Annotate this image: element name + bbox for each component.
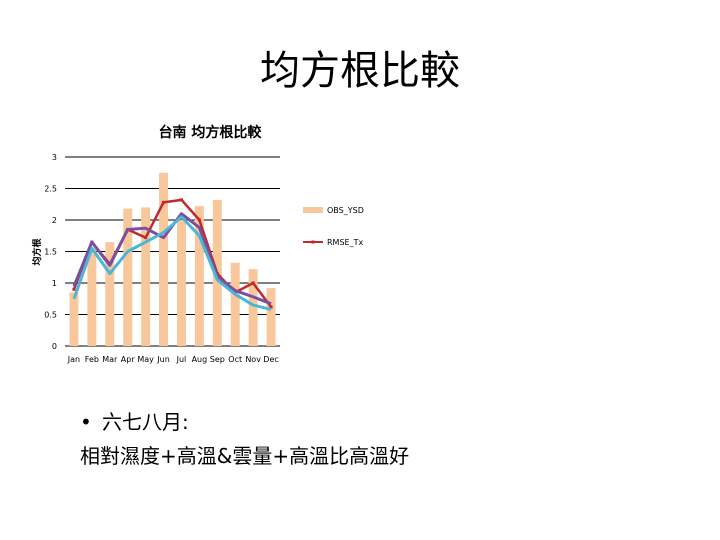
bullet-item: • 六七八月: — [80, 405, 409, 439]
line-point — [197, 218, 201, 222]
bar — [159, 172, 169, 346]
y-tick-label: 1 — [52, 279, 57, 288]
x-tick-label: Jun — [156, 355, 170, 364]
bar — [230, 262, 240, 346]
y-tick-label: 2.5 — [44, 185, 57, 194]
y-axis-label: 均方根 — [31, 238, 43, 266]
bar — [69, 292, 79, 346]
legend: OBS_YSD RMSE_Tx — [303, 206, 364, 247]
line-point — [179, 198, 183, 202]
line-point — [144, 236, 148, 240]
x-tick-label: Mar — [102, 355, 118, 364]
x-tick-label: Jul — [176, 355, 187, 364]
x-tick-label: Apr — [121, 355, 136, 364]
y-tick-labels: 0 0.5 1 1.5 2 2.5 3 — [44, 153, 57, 351]
line-point — [251, 281, 255, 285]
line-point — [72, 287, 76, 291]
x-tick-label: Nov — [245, 355, 261, 364]
x-tick-label: Feb — [85, 355, 99, 364]
bar — [87, 248, 97, 346]
y-tick-label: 0 — [52, 342, 57, 351]
x-tick-label: Aug — [192, 355, 208, 364]
bullet-text-1: 六七八月: — [102, 410, 189, 434]
x-tick-label: May — [137, 355, 154, 364]
legend-label: RMSE_Tx — [327, 238, 363, 247]
bullet-dot: • — [80, 410, 92, 434]
legend-marker — [311, 240, 315, 244]
y-tick-label: 1.5 — [44, 248, 57, 257]
y-tick-label: 3 — [52, 153, 57, 162]
line-point — [162, 200, 166, 204]
line-series — [72, 198, 273, 311]
bar — [123, 208, 133, 346]
chart: 0 0.5 1 1.5 2 2.5 3 Jan Feb Mar Apr May Jun Jul Aug Se… — [31, 153, 364, 364]
y-tick-label: 2 — [52, 216, 57, 225]
x-tick-labels: Jan Feb Mar Apr May Jun Jul Aug Sep Oct Nov Dec — [67, 355, 279, 364]
bar — [194, 206, 204, 346]
bullet-continuation: 相對濕度+高溫&雲量+高溫比高溫好 — [80, 444, 410, 468]
legend-swatch — [303, 207, 323, 213]
y-tick-label: 0.5 — [44, 311, 57, 320]
bullet-block: • 六七八月: 相對濕度+高溫&雲量+高溫比高溫好 — [80, 405, 409, 473]
series-line — [72, 198, 273, 308]
line-point — [269, 305, 273, 309]
bar — [176, 220, 186, 346]
x-tick-label: Jan — [67, 355, 80, 364]
bar — [105, 242, 115, 346]
x-tick-label: Oct — [228, 355, 242, 364]
series-line — [72, 215, 272, 311]
slide-title: 均方根比較 — [260, 48, 460, 94]
bar — [248, 269, 258, 346]
bar — [141, 207, 151, 346]
x-tick-label: Dec — [263, 355, 278, 364]
legend-label: OBS_YSD — [327, 206, 364, 215]
x-tick-label: Sep — [210, 355, 225, 364]
chart-title: 台南 均方根比較 — [158, 125, 262, 141]
bar — [266, 288, 276, 346]
